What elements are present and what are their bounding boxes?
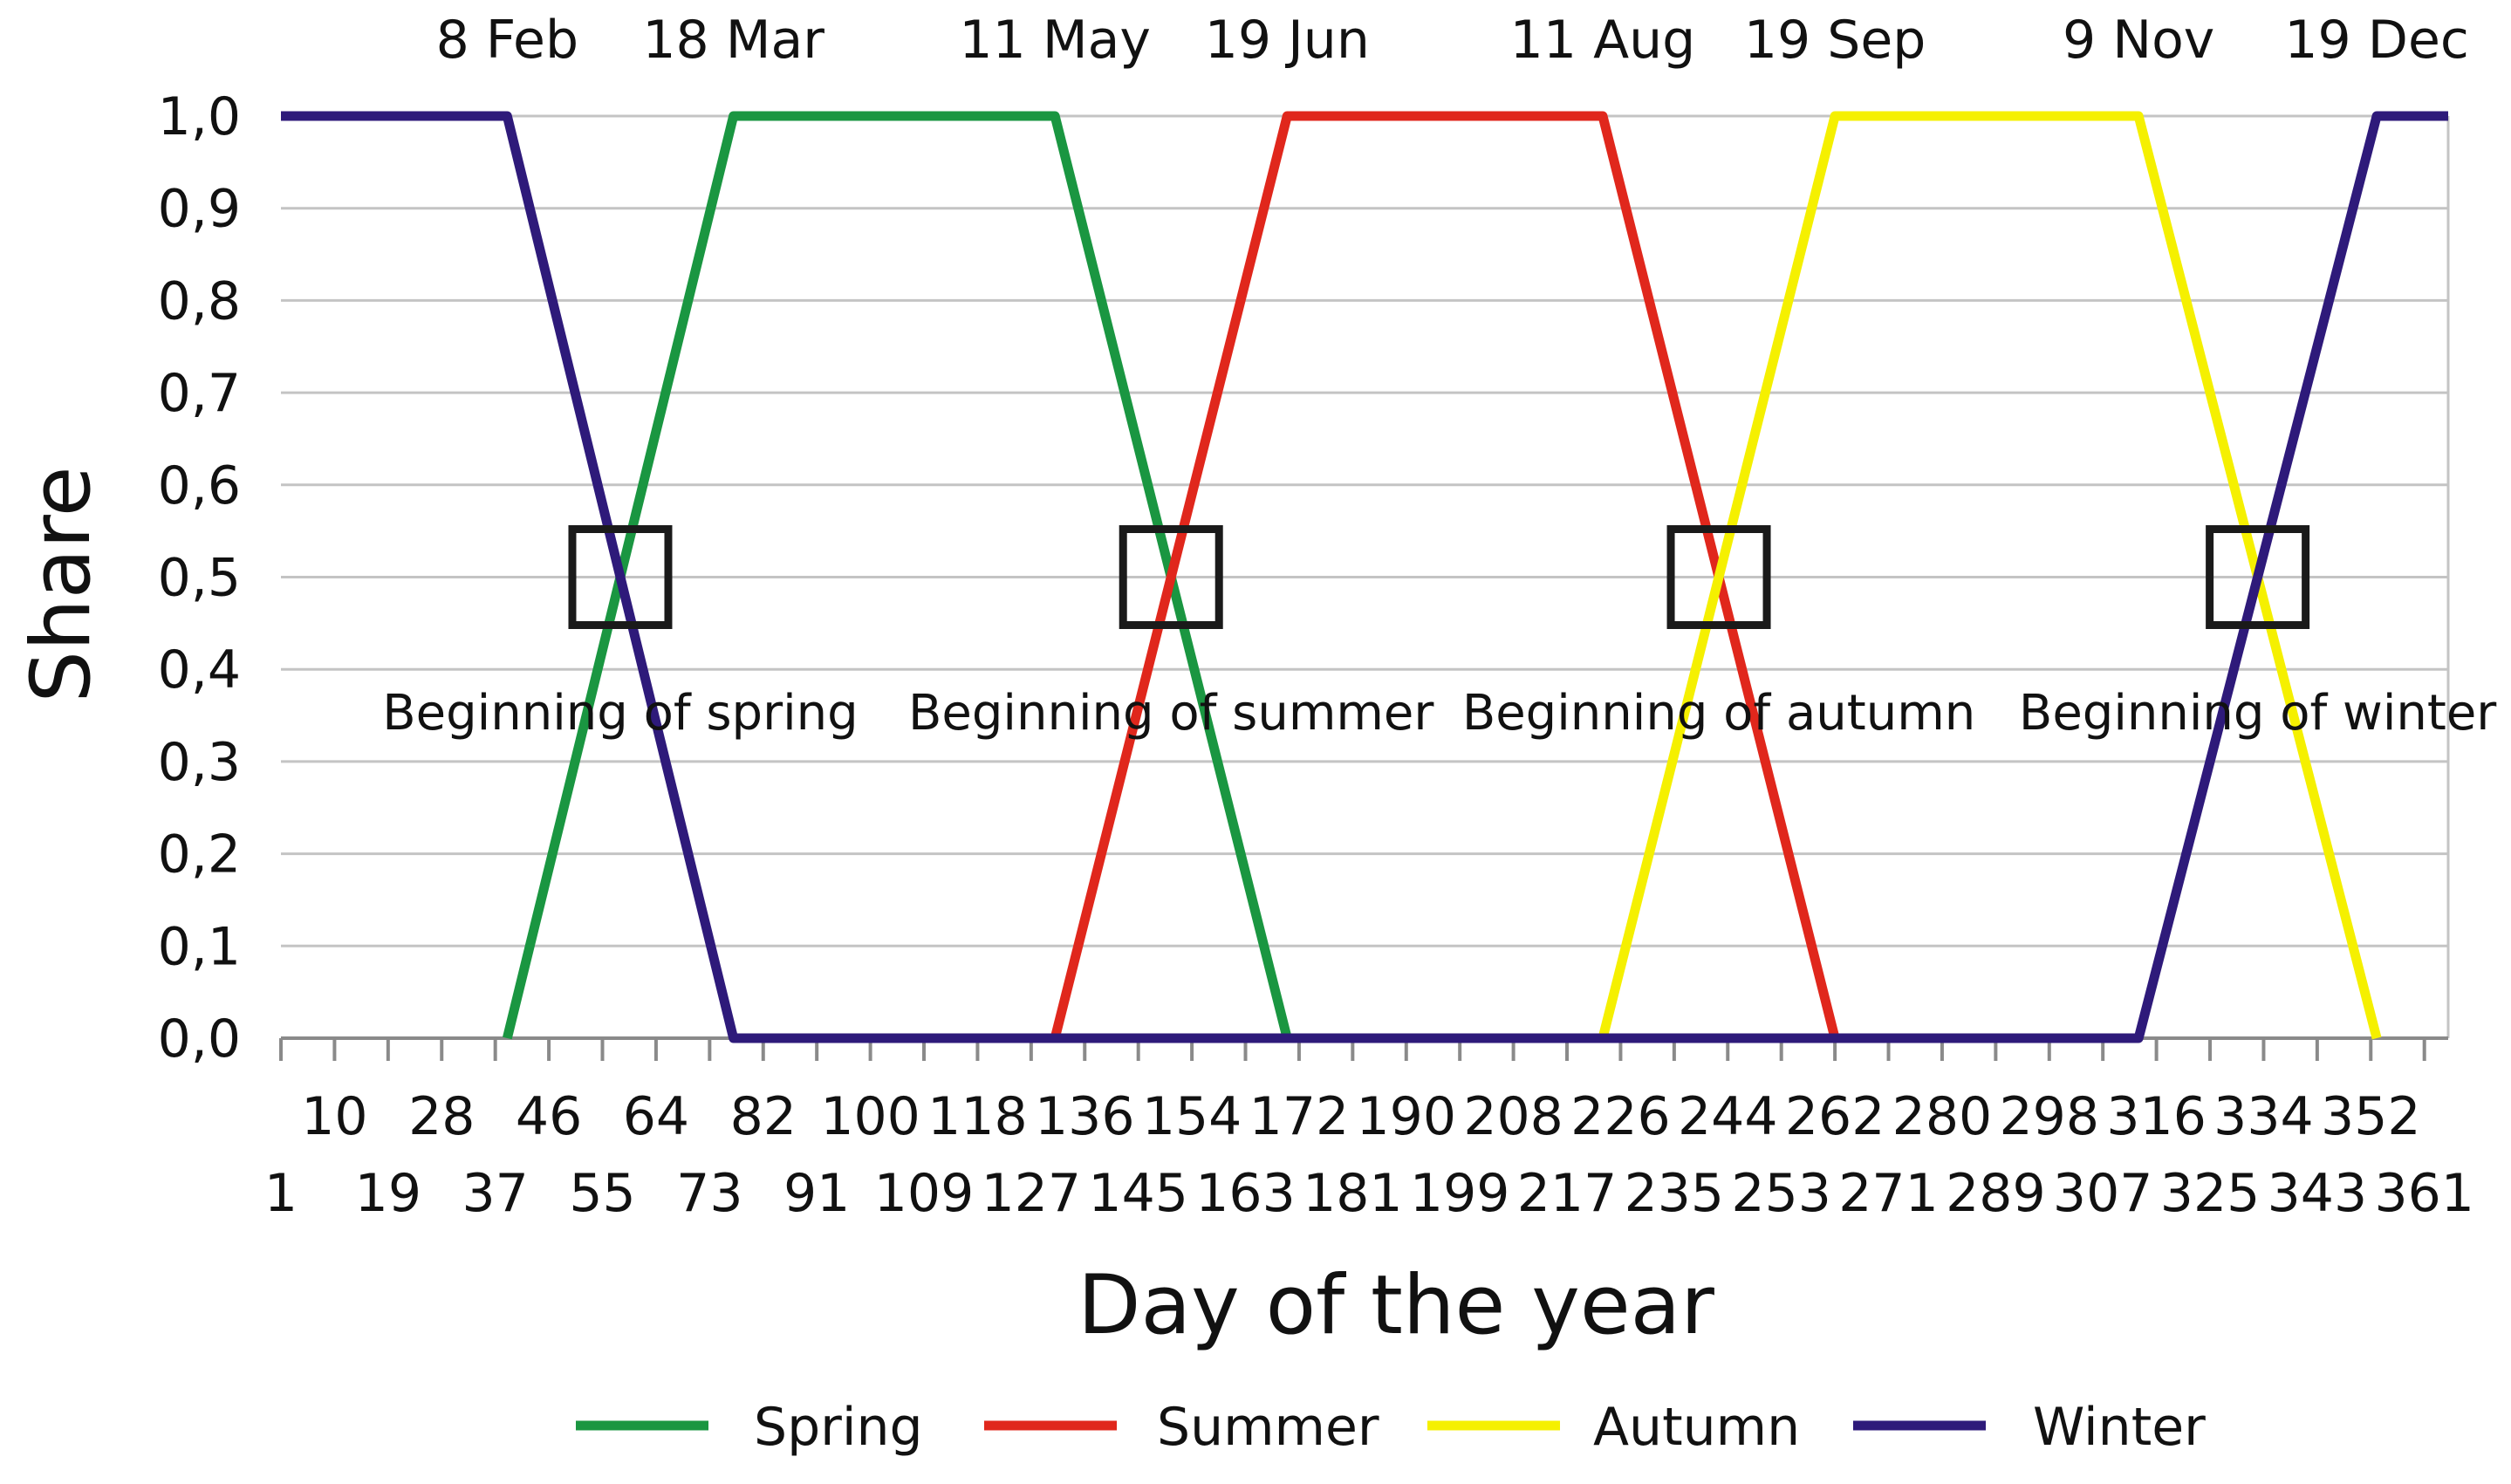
series-line-winter — [281, 111, 2448, 1043]
annotations: Beginning of spring Beginning of summer Be… — [382, 525, 2497, 742]
x-tick-label: 55 — [569, 1163, 635, 1224]
x-tick-label: 289 — [1946, 1163, 2046, 1224]
x-tick-label: 208 — [1463, 1086, 1563, 1147]
x-tick-label: 91 — [783, 1163, 850, 1224]
x-tick-label: 280 — [1892, 1086, 1993, 1147]
x-tick-label: 127 — [982, 1163, 1082, 1224]
x-tick-label: 181 — [1303, 1163, 1403, 1224]
legend-label-winter: Winter — [2033, 1397, 2206, 1458]
x-tick-label: 343 — [2268, 1163, 2368, 1224]
x-tick-label: 82 — [730, 1086, 797, 1147]
x-tick-label: 235 — [1625, 1163, 1725, 1224]
annotation-label: Beginning of autumn — [1462, 685, 1975, 742]
x-tick-label: 109 — [874, 1163, 975, 1224]
date-label: 11 Aug — [1510, 10, 1696, 71]
crossing-marker — [2206, 525, 2310, 629]
x-tick-label: 28 — [408, 1086, 475, 1147]
x-tick-label: 154 — [1142, 1086, 1242, 1147]
tick-labels: 0,0 0,1 0,2 0,3 0,4 0,5 0,6 0,7 0,8 0,9 1,0 10 28 46 6… — [158, 10, 2474, 1224]
date-label: 19 Sep — [1744, 10, 1926, 71]
x-tick-label: 19 — [355, 1163, 421, 1224]
x-tick-label: 190 — [1357, 1086, 1457, 1147]
x-tick-label: 172 — [1249, 1086, 1350, 1147]
y-tick-label: 0,5 — [158, 548, 241, 609]
date-label: 18 Mar — [642, 10, 824, 71]
crossing-marker — [1119, 525, 1223, 629]
date-label: 19 Jun — [1205, 10, 1370, 71]
legend: Spring Summer Autumn Winter — [576, 1397, 2206, 1458]
x-tick-label: 136 — [1035, 1086, 1135, 1147]
x-tick-label: 244 — [1678, 1086, 1778, 1147]
crossing-marker — [568, 525, 673, 629]
x-tick-label: 334 — [2213, 1086, 2314, 1147]
y-tick-label: 0,9 — [158, 179, 241, 240]
x-tick-label: 253 — [1731, 1163, 1831, 1224]
x-tick-label: 1 — [264, 1163, 298, 1224]
x-tick-label: 118 — [927, 1086, 1028, 1147]
y-tick-label: 0,0 — [158, 1009, 241, 1070]
x-tick-label: 361 — [2374, 1163, 2474, 1224]
y-tick-label: 0,8 — [158, 270, 241, 332]
x-tick-label: 199 — [1410, 1163, 1510, 1224]
x-tick-label: 145 — [1088, 1163, 1188, 1224]
x-axis-title: Day of the year — [1078, 1258, 1714, 1353]
y-tick-label: 0,3 — [158, 732, 241, 793]
date-label: 11 May — [959, 10, 1150, 71]
y-tick-label: 0,7 — [158, 363, 241, 424]
date-label: 9 Nov — [2063, 10, 2214, 71]
y-tick-label: 0,1 — [158, 916, 241, 977]
x-tick-label: 46 — [516, 1086, 582, 1147]
x-tick-label: 316 — [2106, 1086, 2207, 1147]
x-tick-label: 10 — [301, 1086, 367, 1147]
y-axis-title: Share — [14, 466, 109, 702]
x-tick-label: 217 — [1517, 1163, 1618, 1224]
y-tick-label: 1,0 — [158, 86, 241, 147]
x-tick-label: 325 — [2160, 1163, 2261, 1224]
x-tick-label: 307 — [2053, 1163, 2153, 1224]
x-tick-label: 37 — [462, 1163, 528, 1224]
legend-label-spring: Spring — [754, 1397, 923, 1458]
series-lines — [281, 111, 2448, 1043]
date-label: 8 Feb — [436, 10, 578, 71]
legend-label-summer: Summer — [1157, 1397, 1379, 1458]
x-tick-label: 352 — [2321, 1086, 2421, 1147]
x-tick-label: 163 — [1195, 1163, 1296, 1224]
legend-label-autumn: Autumn — [1593, 1397, 1800, 1458]
x-tick-label: 64 — [623, 1086, 689, 1147]
y-tick-label: 0,6 — [158, 455, 241, 516]
x-tick-label: 298 — [2000, 1086, 2100, 1147]
x-tick-label: 226 — [1570, 1086, 1671, 1147]
x-tick-label: 271 — [1838, 1163, 1939, 1224]
grid — [281, 114, 2450, 1040]
x-tick-label: 262 — [1785, 1086, 1885, 1147]
y-tick-label: 0,4 — [158, 639, 241, 701]
annotation-label: Beginning of summer — [908, 685, 1434, 742]
x-tick-label: 73 — [676, 1163, 742, 1224]
date-label: 19 Dec — [2284, 10, 2469, 71]
annotation-label: Beginning of winter — [2019, 685, 2497, 742]
x-tick-label: 100 — [820, 1086, 920, 1147]
annotation-label: Beginning of spring — [382, 685, 858, 742]
y-tick-label: 0,2 — [158, 824, 241, 886]
crossing-marker — [1666, 525, 1771, 629]
